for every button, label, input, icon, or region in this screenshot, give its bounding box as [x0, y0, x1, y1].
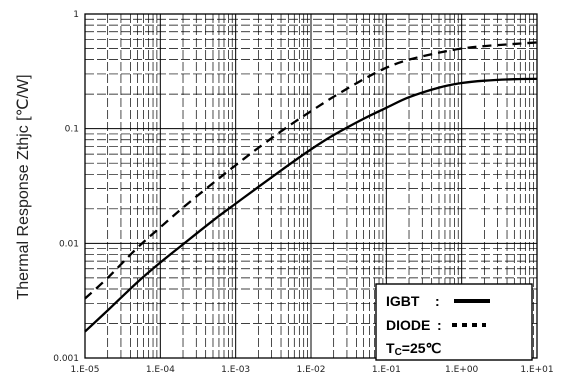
x-axis-ticks: 1.E-05 1.E-04 1.E-03 1.E-02 1.E-01 1.E+00 1.E+… [71, 365, 554, 375]
y-axis-ticks: 0.001 0.01 0.1 1 [53, 10, 79, 364]
legend-separator-igbt: : [435, 293, 440, 309]
x-tick-label: 1.E+00 [445, 365, 479, 375]
legend-condition-subscript: C [395, 347, 402, 358]
legend-label-igbt: IGBT [386, 293, 420, 309]
x-tick-label: 1.E+01 [520, 365, 553, 375]
series-group [84, 41, 538, 333]
y-axis-label: Thermal Response Zthjc [℃/W] [15, 74, 32, 299]
y-tick-label: 0.01 [59, 239, 79, 249]
x-tick-label: 1.E-01 [372, 365, 401, 375]
grid [84, 13, 538, 359]
legend-box [375, 283, 533, 361]
x-tick-label: 1.E-05 [71, 365, 100, 375]
x-tick-label: 1.E-04 [146, 365, 175, 375]
legend-condition-prefix: T [386, 340, 395, 356]
legend-condition-value: =25℃ [402, 340, 442, 356]
plot-frame [84, 13, 538, 359]
x-tick-label: 1.E-02 [297, 365, 326, 375]
y-tick-label: 0.1 [65, 125, 79, 135]
y-tick-label: 1 [73, 10, 79, 20]
legend-separator-diode: : [437, 317, 442, 333]
x-tick-label: 1.E-03 [221, 365, 250, 375]
legend: IGBT : DIODE : TC=25℃ [375, 283, 533, 361]
legend-condition: TC=25℃ [386, 340, 442, 358]
legend-label-diode: DIODE [386, 317, 430, 333]
series-line-igbt [84, 77, 538, 333]
y-tick-label: 0.001 [53, 354, 79, 364]
